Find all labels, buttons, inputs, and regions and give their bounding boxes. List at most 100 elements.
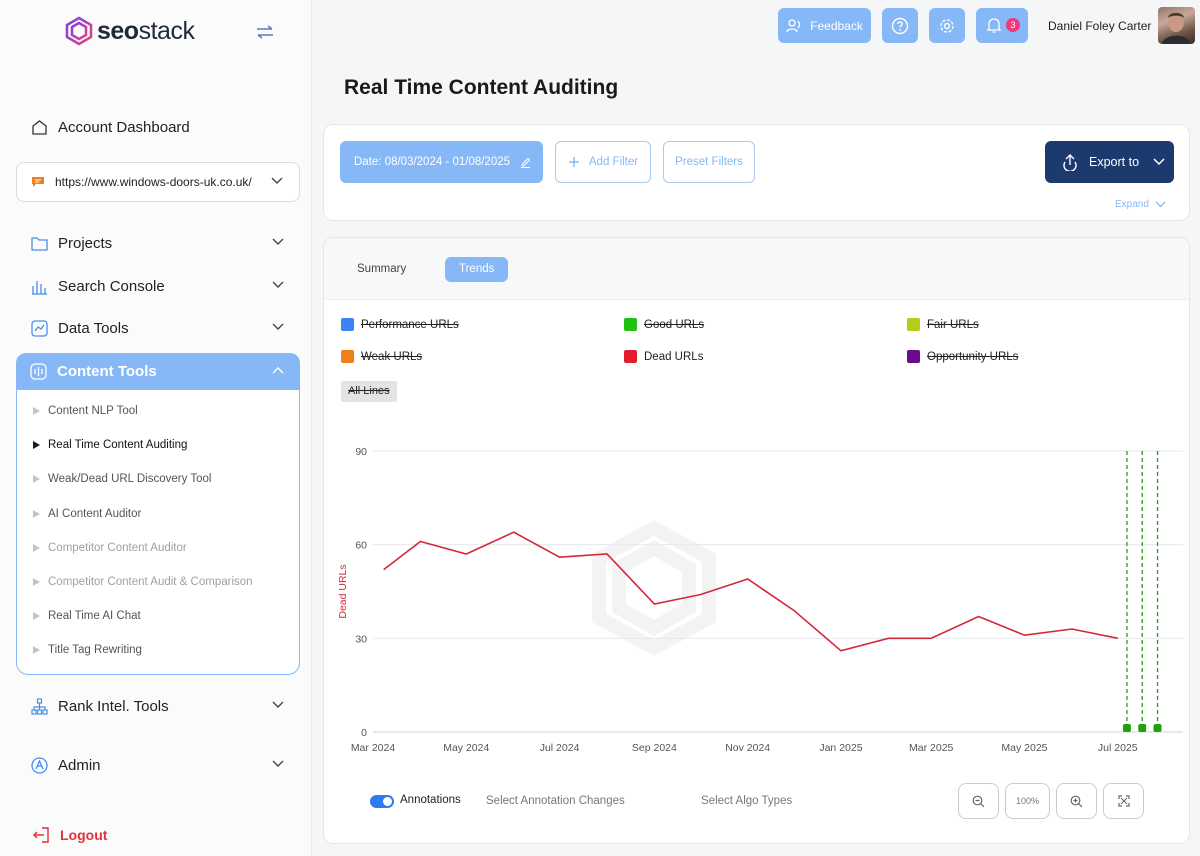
legend-item[interactable]: Performance URLs	[341, 318, 459, 331]
nav-rank-intel-tools[interactable]: Rank Intel. Tools	[16, 686, 300, 726]
nav-projects-label: Projects	[58, 234, 113, 252]
feedback-button[interactable]: Feedback	[778, 8, 871, 43]
play-triangle-icon	[33, 612, 40, 621]
legend-item[interactable]: Opportunity URLs	[907, 350, 1018, 363]
annotation-marker	[1122, 724, 1131, 732]
legend-item[interactable]: Fair URLs	[907, 318, 979, 331]
expand-toggle[interactable]: Expand	[1115, 199, 1166, 210]
submenu-item[interactable]: Real Time Content Auditing	[33, 435, 187, 455]
nav-search-console[interactable]: Search Console	[16, 266, 300, 306]
annotation-marker	[1153, 724, 1162, 732]
content-tools-icon	[30, 363, 47, 380]
sidebar: seostack Account Dashboard https://www.w…	[0, 0, 312, 856]
nav-account-dashboard[interactable]: Account Dashboard	[16, 107, 300, 147]
legend-swatch	[624, 350, 637, 363]
upload-icon	[1063, 154, 1077, 171]
all-lines-toggle[interactable]: All Lines	[341, 381, 397, 402]
x-tick-label: Sep 2024	[632, 742, 677, 754]
legend-item[interactable]: Dead URLs	[624, 350, 703, 363]
nav-content-tools-label: Content Tools	[57, 363, 157, 380]
nav-projects[interactable]: Projects	[16, 223, 300, 263]
site-icon	[32, 177, 44, 187]
zoom-in-icon	[1070, 795, 1083, 807]
seostack-logo-icon	[65, 16, 93, 46]
x-tick-label: Jan 2025	[819, 742, 862, 754]
legend-label: Good URLs	[644, 318, 705, 331]
y-axis-label: Dead URLs	[337, 564, 349, 618]
notifications-button[interactable]: 3	[976, 8, 1028, 43]
legend-swatch	[341, 318, 354, 331]
submenu-item[interactable]: AI Content Auditor	[33, 504, 141, 524]
preset-filters-button[interactable]: Preset Filters	[663, 141, 755, 183]
y-tick-label: 60	[355, 540, 367, 552]
zoom-in-button[interactable]	[1056, 783, 1097, 819]
tab-trends[interactable]: Trends	[445, 257, 509, 282]
help-button[interactable]	[882, 8, 918, 43]
feedback-icon	[786, 18, 801, 32]
x-tick-label: Mar 2025	[909, 742, 954, 754]
tab-summary[interactable]: Summary	[357, 263, 407, 275]
submenu-item-label: Title Tag Rewriting	[48, 644, 142, 657]
annotations-label: Annotations	[400, 794, 461, 806]
fullscreen-button[interactable]	[1103, 783, 1144, 819]
add-filter-button[interactable]: Add Filter	[555, 141, 651, 183]
submenu-item[interactable]: Competitor Content Auditor	[33, 538, 187, 558]
zoom-level-button[interactable]: 100%	[1005, 783, 1050, 819]
nav-data-tools-label: Data Tools	[58, 319, 129, 337]
x-tick-label: Mar 2024	[351, 742, 396, 754]
filter-card: Date: 08/03/2024 - 01/08/2025 Add Filter…	[323, 124, 1190, 221]
export-button[interactable]: Export to	[1045, 141, 1174, 183]
nav-data-tools[interactable]: Data Tools	[16, 308, 300, 348]
nav-content-tools[interactable]: Content Tools	[16, 353, 300, 390]
x-tick-label: Jul 2024	[540, 742, 580, 754]
chevron-down-icon	[1155, 201, 1166, 208]
submenu-item[interactable]: Real Time AI Chat	[33, 606, 141, 626]
legend-swatch	[624, 318, 637, 331]
avatar[interactable]	[1158, 7, 1195, 44]
date-range-button[interactable]: Date: 08/03/2024 - 01/08/2025	[340, 141, 543, 183]
play-triangle-icon	[33, 646, 40, 655]
watermark-logo	[592, 520, 716, 656]
content-tools-submenu: Content NLP Tool Real Time Content Auditi…	[16, 390, 300, 675]
nav-account-dashboard-label: Account Dashboard	[58, 118, 190, 136]
submenu-item[interactable]: Weak/Dead URL Discovery Tool	[33, 469, 211, 489]
submenu-item[interactable]: Content NLP Tool	[33, 401, 138, 421]
submenu-item-label: Real Time AI Chat	[48, 610, 141, 623]
site-selector[interactable]: https://www.windows-doors-uk.co.uk/	[16, 162, 300, 202]
submenu-item-label: AI Content Auditor	[48, 507, 142, 520]
tabs-bar: Summary Trends	[324, 238, 1189, 300]
brand-logo[interactable]: seostack	[65, 16, 195, 46]
legend-swatch	[341, 350, 354, 363]
logout-icon	[33, 827, 49, 843]
logout-label: Logout	[60, 827, 108, 843]
date-range-label: Date: 08/03/2024 - 01/08/2025	[354, 156, 511, 168]
submenu-item-label: Real Time Content Auditing	[48, 439, 188, 452]
user-name[interactable]: Daniel Foley Carter	[1048, 19, 1152, 33]
submenu-item[interactable]: Competitor Content Audit & Comparison	[33, 572, 253, 592]
annotations-toggle[interactable]	[370, 795, 394, 808]
collapse-sidebar-icon[interactable]	[255, 24, 275, 40]
legend-item[interactable]: Good URLs	[624, 318, 704, 331]
logout-button[interactable]: Logout	[32, 826, 107, 844]
annotation-marker	[1138, 724, 1147, 732]
nav-admin[interactable]: Admin	[16, 745, 300, 785]
preset-filters-label: Preset Filters	[675, 156, 743, 168]
settings-button[interactable]	[929, 8, 965, 43]
sitemap-icon	[30, 697, 48, 715]
x-tick-label: Jul 2025	[1098, 742, 1138, 754]
legend-label: Performance URLs	[361, 318, 459, 331]
select-annotation-changes[interactable]: Select Annotation Changes	[486, 795, 625, 807]
x-tick-label: Nov 2024	[725, 742, 770, 754]
brand-name: seostack	[97, 16, 195, 45]
chevron-down-icon	[271, 177, 283, 184]
zoom-out-button[interactable]	[958, 783, 999, 819]
legend-label: Opportunity URLs	[927, 350, 1019, 363]
legend-label: Weak URLs	[361, 350, 423, 363]
submenu-item[interactable]: Title Tag Rewriting	[33, 640, 142, 660]
select-algo-types[interactable]: Select Algo Types	[701, 795, 793, 807]
y-tick-label: 30	[355, 633, 367, 645]
bell-icon	[986, 18, 1002, 33]
chevron-down-icon	[272, 323, 284, 330]
legend-item[interactable]: Weak URLs	[341, 350, 422, 363]
folder-icon	[30, 236, 48, 251]
